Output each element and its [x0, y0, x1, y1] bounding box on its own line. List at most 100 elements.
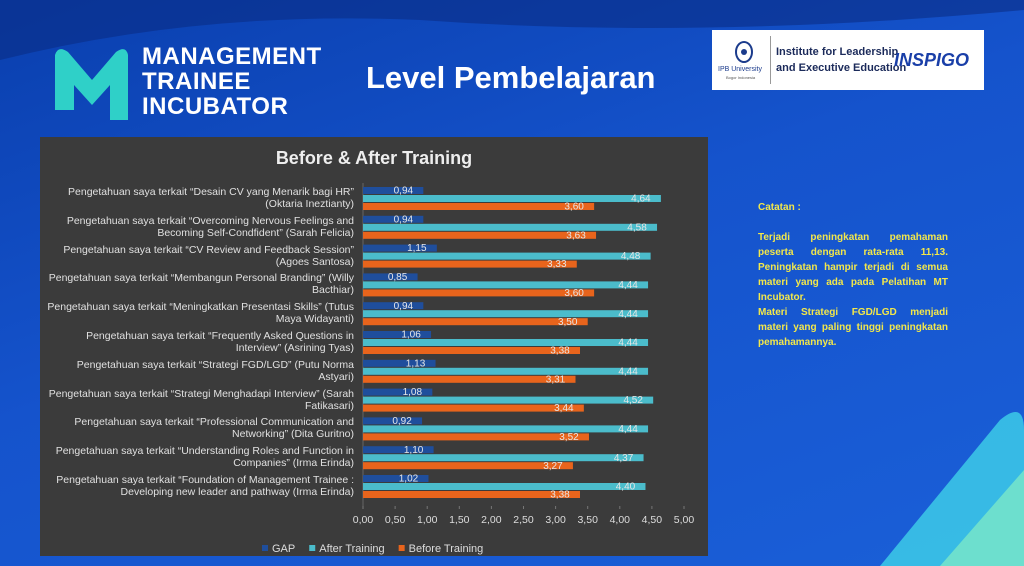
x-tick-label: 5,00 — [674, 514, 695, 526]
legend-label: Before Training — [409, 543, 484, 555]
value-label: 1,08 — [403, 387, 423, 398]
value-label: 3,52 — [559, 432, 579, 443]
category-label: Pengetahuan saya terkait “Professional C… — [74, 416, 354, 441]
bar — [363, 273, 418, 281]
value-label: 3,31 — [546, 374, 566, 385]
category-label: Pengetahuan saya terkait “Overcoming Ner… — [66, 214, 354, 239]
legend-label: After Training — [319, 543, 384, 555]
legend-swatch — [398, 545, 405, 551]
x-tick-label: 3,00 — [545, 514, 566, 526]
slide-title: Level Pembelajaran — [366, 60, 656, 95]
bar — [363, 195, 661, 202]
partner-logo: IPB University Bogor Indonesia Institute… — [712, 30, 984, 90]
chart-panel: Before & After Training 0,00 0,50 1,00 1,50… — [40, 137, 708, 556]
bar — [363, 318, 588, 326]
value-label: 3,38 — [550, 490, 570, 501]
value-label: 3,60 — [564, 288, 584, 299]
notes: Catatan : Terjadi peningkatan pemahaman … — [758, 200, 948, 350]
bar — [363, 310, 649, 318]
legend-label: GAP — [272, 543, 295, 555]
bar — [363, 367, 649, 375]
value-label: 0,92 — [392, 416, 412, 427]
divider — [770, 36, 771, 84]
bar — [363, 475, 429, 482]
category-label: Pengetahuan saya terkait “Strategi Mengh… — [48, 387, 354, 412]
bar — [363, 289, 595, 297]
university-subtitle: Bogor Indonesia — [726, 75, 756, 80]
bar — [363, 187, 424, 194]
value-label: 4,44 — [618, 366, 638, 377]
bar — [363, 281, 649, 289]
value-label: 3,38 — [550, 346, 570, 357]
bar — [363, 483, 646, 490]
category-label: Pengetahuan saya terkait “Understanding … — [55, 445, 354, 470]
value-label: 1,06 — [401, 330, 421, 341]
bar — [363, 223, 658, 231]
value-label: 3,44 — [554, 403, 574, 414]
category-label: Pengetahuan saya terkait “Frequently Ask… — [86, 330, 354, 354]
value-label: 4,48 — [621, 251, 641, 262]
value-label: 4,64 — [631, 194, 651, 205]
bar — [363, 244, 437, 252]
notes-heading: Catatan : — [758, 202, 801, 213]
x-tick-label: 4,00 — [610, 514, 631, 526]
value-label: 0,94 — [394, 301, 414, 312]
institute-line: Institute for Leadership — [776, 46, 899, 58]
bar — [363, 215, 424, 223]
value-label: 0,94 — [394, 186, 414, 197]
category-label: Pengetahuan saya terkait “Desain CV yang… — [68, 186, 354, 210]
university-name: IPB University — [718, 66, 762, 73]
category-label: Pengetahuan saya terkait “Foundation of … — [56, 474, 354, 498]
bar — [363, 331, 432, 338]
inspigo-logo: INSPIGO — [894, 50, 970, 70]
bar — [363, 339, 649, 346]
category-label: Pengetahuan saya terkait “CV Review and … — [63, 243, 354, 268]
value-label: 4,37 — [614, 453, 634, 464]
value-label: 3,63 — [566, 230, 586, 241]
brand-line: INCUBATOR — [142, 93, 289, 120]
bar — [363, 388, 433, 396]
bar — [363, 462, 573, 470]
x-tick-label: 0,00 — [353, 514, 374, 526]
value-label: 1,15 — [407, 243, 427, 254]
value-label: 4,40 — [616, 482, 636, 493]
value-label: 4,44 — [618, 424, 638, 435]
legend-swatch — [262, 545, 268, 551]
value-label: 4,44 — [618, 338, 638, 349]
bar — [363, 302, 424, 310]
value-label: 4,52 — [623, 395, 643, 406]
value-label: 4,44 — [618, 309, 638, 320]
bar — [363, 425, 649, 433]
institute-line: and Executive Education — [776, 62, 907, 74]
legend-swatch — [309, 545, 316, 551]
value-label: 3,33 — [547, 259, 567, 270]
bar — [363, 231, 597, 239]
bar — [363, 454, 644, 462]
bar — [363, 375, 576, 383]
x-tick-label: 2,50 — [513, 514, 534, 526]
category-label: Pengetahuan saya terkait “Meningkatkan P… — [47, 301, 354, 326]
value-label: 1,10 — [404, 445, 424, 456]
notes-paragraph: Terjadi peningkatan pemahaman peserta de… — [758, 232, 948, 303]
value-label: 0,85 — [388, 272, 408, 283]
ipb-emblem — [735, 41, 753, 63]
value-label: 3,60 — [564, 202, 584, 213]
chart-title: Before & After Training — [275, 148, 473, 168]
x-tick-label: 3,50 — [577, 514, 598, 526]
bar — [363, 252, 651, 260]
bar — [363, 260, 577, 268]
value-label: 4,58 — [627, 222, 647, 233]
x-tick-label: 1,00 — [417, 514, 438, 526]
x-tick-label: 2,00 — [481, 514, 502, 526]
bar — [363, 203, 595, 210]
value-label: 3,50 — [558, 317, 578, 328]
brand-line: TRAINEE — [142, 68, 251, 95]
category-label: Pengetahuan saya terkait “Membangun Pers… — [48, 272, 354, 297]
brand-name: MANAGEMENT TRAINEE INCUBATOR — [142, 44, 322, 119]
chart: 0,00 0,50 1,00 1,50 2,00 2,50 3,00 3,50 4,00 4,50… — [262, 183, 695, 555]
institute-name: Institute for Leadership and Executive E… — [776, 44, 906, 76]
x-tick-label: 1,50 — [449, 514, 470, 526]
bar — [363, 396, 654, 404]
value-label: 1,02 — [399, 474, 419, 485]
